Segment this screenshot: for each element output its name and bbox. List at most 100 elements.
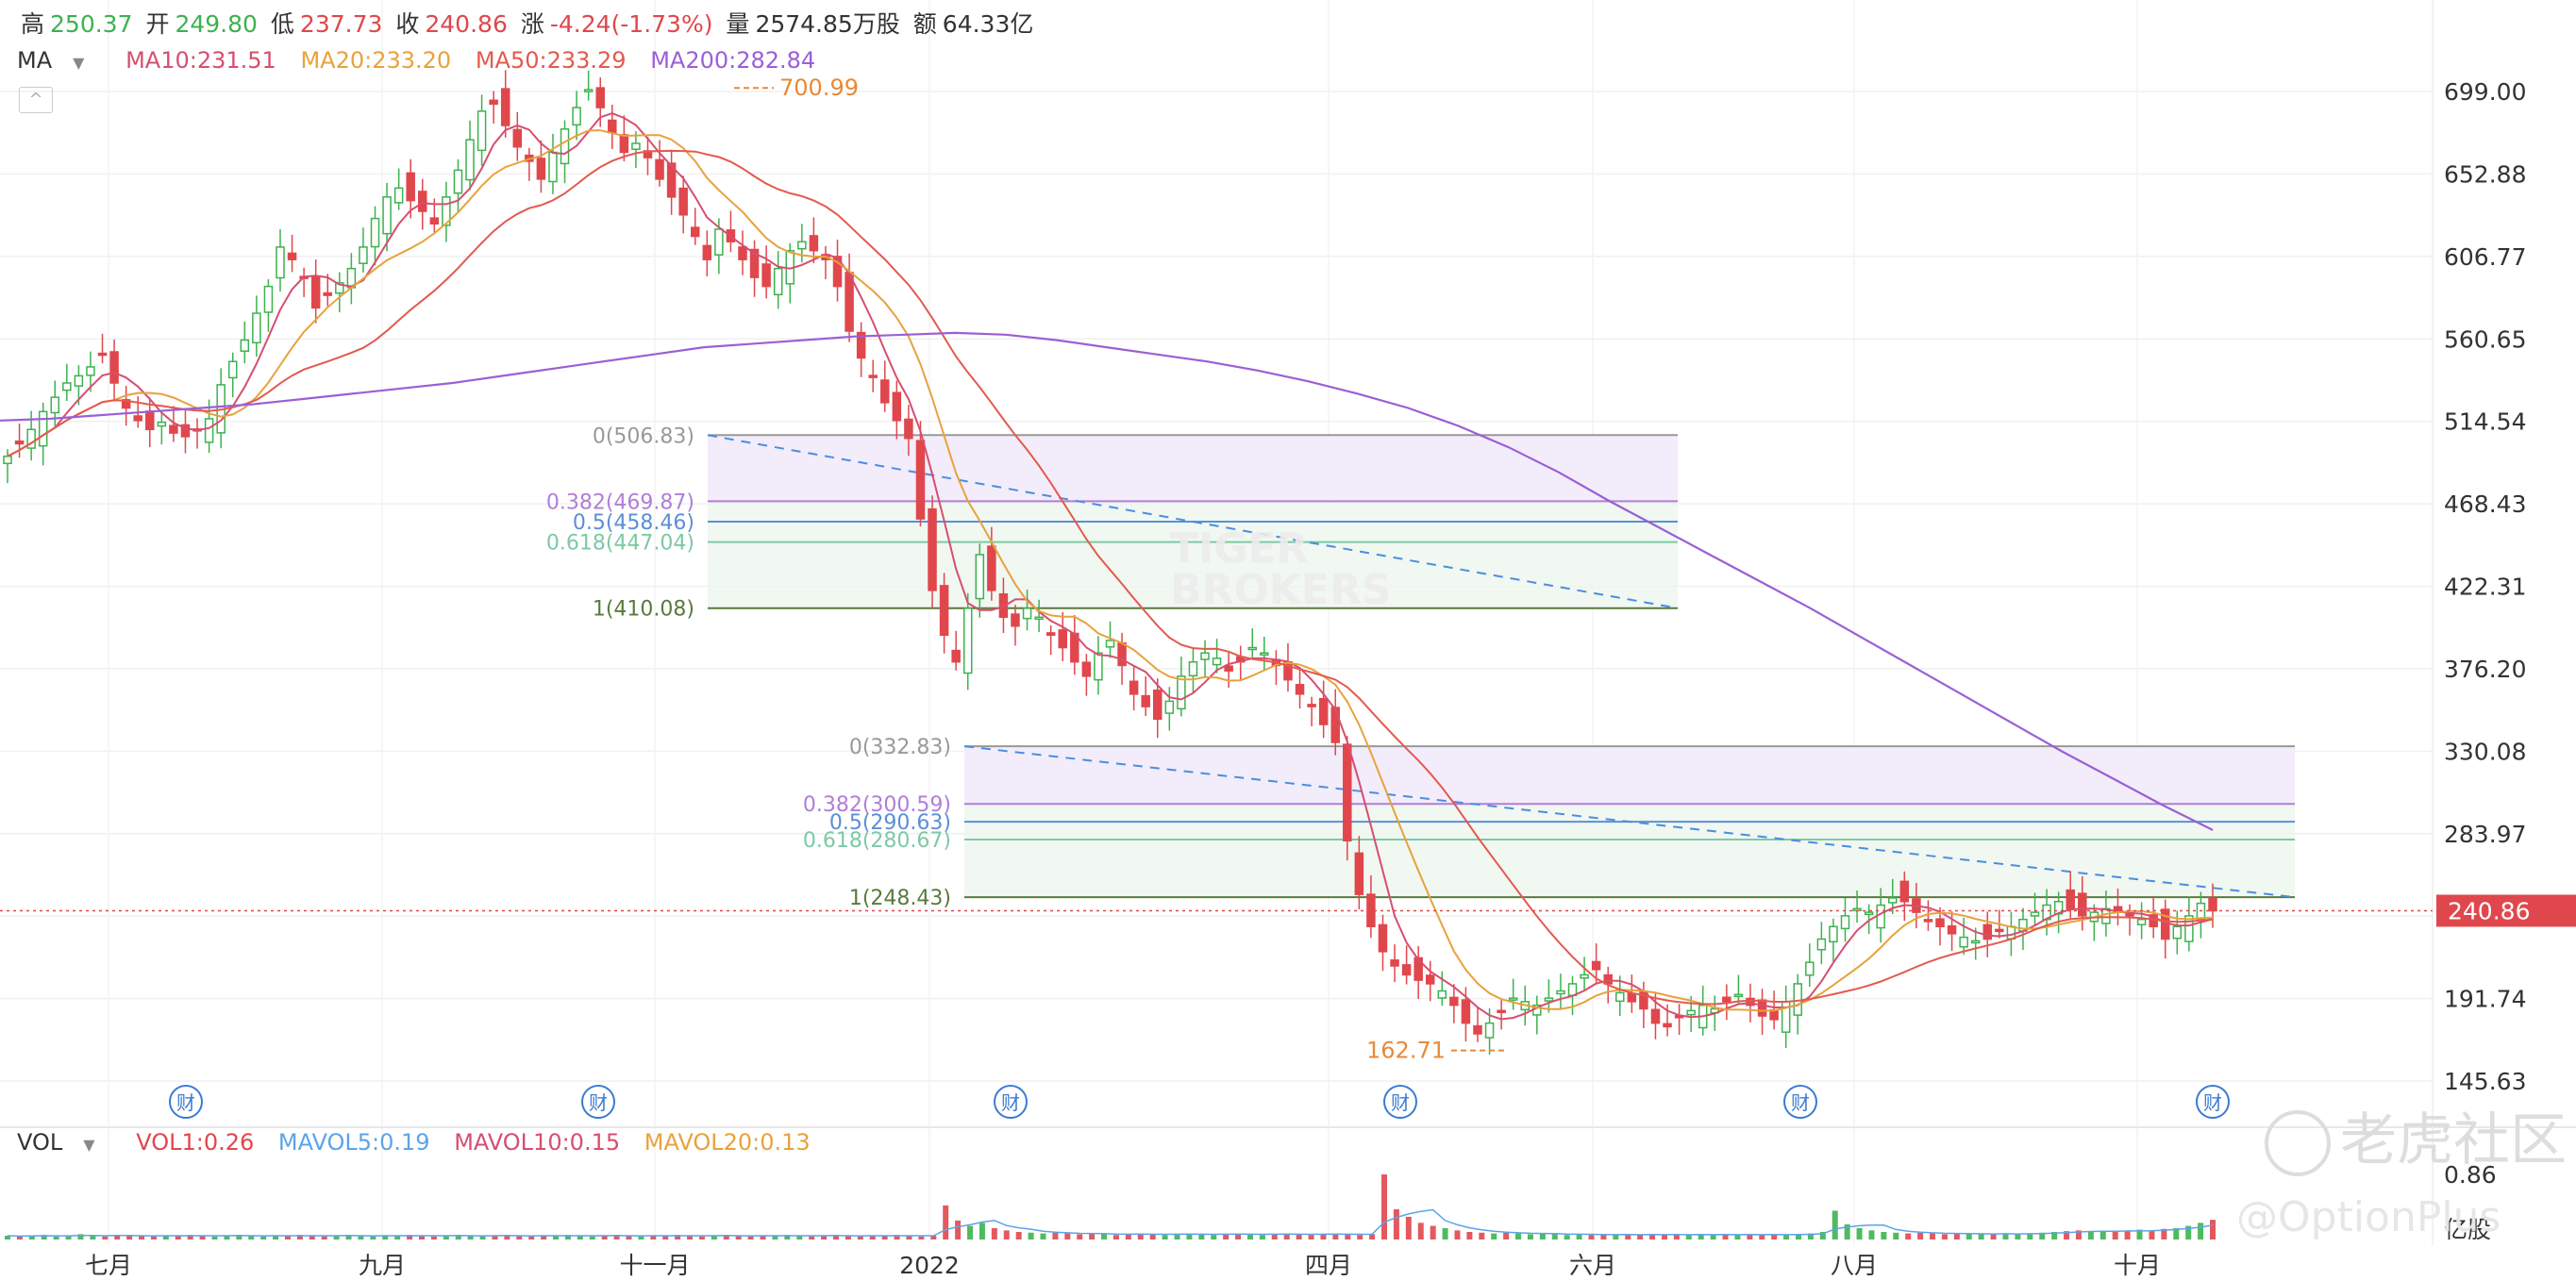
- volume-bar: [1345, 1234, 1351, 1239]
- volume-bar: [1576, 1234, 1582, 1239]
- close-value: 240.86: [425, 10, 508, 38]
- candle-down: [1473, 1024, 1482, 1035]
- low-value: 237.73: [299, 10, 383, 38]
- candle-down: [655, 158, 664, 180]
- fib-trend-line: [707, 434, 1679, 609]
- volume-bar: [65, 1235, 72, 1239]
- candle-down: [2078, 892, 2087, 917]
- fib-level-label: 0(332.83): [849, 736, 951, 759]
- fib-level-label: 0.5(458.46): [573, 511, 694, 535]
- candle-down: [97, 352, 108, 357]
- volume-bar: [77, 1234, 84, 1239]
- volume-bar: [1393, 1208, 1399, 1239]
- earnings-marker-icon: [2196, 1085, 2230, 1119]
- volume-bar: [1783, 1235, 1790, 1239]
- volume-bar: [1673, 1234, 1680, 1239]
- volume-bar: [735, 1235, 742, 1239]
- volume-bar: [1588, 1235, 1595, 1239]
- volume-bar: [2075, 1230, 2082, 1239]
- candle-up: [773, 267, 783, 296]
- candle-down: [180, 424, 191, 438]
- candle-down: [1591, 960, 1601, 971]
- volume-bar: [1405, 1216, 1412, 1239]
- volume-bar: [175, 1235, 181, 1239]
- candle-up: [1816, 938, 1827, 951]
- candle-up: [2172, 925, 2183, 940]
- price-tick-label: 283.97: [2444, 821, 2526, 848]
- candle-up: [38, 410, 48, 447]
- candle-up: [1034, 616, 1044, 621]
- volume-bar: [528, 1236, 535, 1239]
- volume-bar: [809, 1236, 815, 1239]
- candle-up: [393, 187, 404, 204]
- candle-up: [1959, 936, 1968, 948]
- candle-down: [892, 391, 902, 422]
- volume-bar: [1881, 1231, 1887, 1239]
- volume-bar: [382, 1235, 389, 1239]
- volume-bar: [28, 1235, 35, 1239]
- volume-bar: [211, 1236, 218, 1239]
- earnings-marker-label: 财: [589, 1091, 608, 1114]
- volume-bar: [1040, 1233, 1046, 1239]
- time-axis: 七月 九月 十一月 2022 四月 六月 八月 十月: [85, 1252, 2161, 1279]
- watermark-brand: 老虎社区: [2265, 1094, 2567, 1177]
- candle-down: [310, 275, 321, 309]
- earnings-marker-icon: [1783, 1085, 1817, 1119]
- volume-bar: [564, 1235, 571, 1239]
- candle-up: [1094, 652, 1103, 681]
- volume-bar: [1296, 1234, 1302, 1239]
- volume-bar: [1112, 1235, 1119, 1239]
- candle-down: [512, 128, 523, 148]
- volume-bar: [1089, 1233, 1096, 1239]
- volume-bar: [1564, 1235, 1570, 1239]
- volume-bar: [1990, 1234, 1997, 1239]
- fib-level-label: 1(248.43): [849, 887, 951, 910]
- candle-down: [2066, 889, 2075, 910]
- candle-down: [1058, 629, 1067, 649]
- max-price-label: 700.99: [779, 75, 859, 101]
- chevron-down-icon: ▼: [83, 1136, 95, 1154]
- candle-up: [204, 418, 214, 443]
- price-tick-label: 606.77: [2444, 243, 2526, 271]
- candle-down: [939, 585, 949, 637]
- volume-bar: [1357, 1235, 1363, 1239]
- volume-bar: [1003, 1230, 1010, 1239]
- volume-bar: [747, 1236, 754, 1239]
- close-label: 收: [395, 10, 420, 38]
- candle-up: [572, 107, 581, 126]
- volume-bar: [2185, 1225, 2192, 1239]
- ma-indicator-selector[interactable]: MA ▼: [17, 47, 85, 74]
- collapse-legend-button[interactable]: ^: [19, 87, 53, 113]
- candle-down: [666, 162, 677, 198]
- candle-up: [359, 246, 368, 265]
- candle-up: [465, 139, 475, 181]
- volume-bar: [918, 1236, 925, 1239]
- volume-bar: [1211, 1235, 1217, 1239]
- volume-bar: [187, 1235, 193, 1239]
- candle-up: [1177, 675, 1186, 710]
- candle-down: [1401, 964, 1412, 976]
- candle-down: [1141, 694, 1150, 707]
- volume-bar: [2087, 1231, 2094, 1239]
- volume-bar: [1637, 1235, 1644, 1239]
- candle-down: [2208, 897, 2217, 912]
- fib-band: [708, 501, 1678, 608]
- earnings-marker-icon: [1383, 1085, 1417, 1119]
- volume-bar: [1369, 1234, 1376, 1239]
- candle-up: [3, 455, 12, 465]
- candle-up: [477, 110, 487, 152]
- vol-indicator-selector[interactable]: VOL ▼: [17, 1129, 95, 1156]
- candle-down: [904, 418, 913, 440]
- volume-bar: [1466, 1231, 1473, 1239]
- volume-legend: VOL ▼ VOL1:0.26 MAVOL5:0.19 MAVOL10:0.15 …: [17, 1129, 828, 1156]
- candle-down: [323, 291, 332, 296]
- volume-bar: [662, 1235, 669, 1239]
- volume-bar: [1064, 1233, 1071, 1239]
- ma50-line: [7, 149, 2214, 1006]
- earnings-markers[interactable]: 财财财财财财: [169, 1085, 2230, 1119]
- candle-down: [678, 187, 688, 216]
- ma20-line: [7, 129, 2214, 1012]
- volume-bar: [260, 1236, 267, 1239]
- volume-bar: [2210, 1220, 2216, 1239]
